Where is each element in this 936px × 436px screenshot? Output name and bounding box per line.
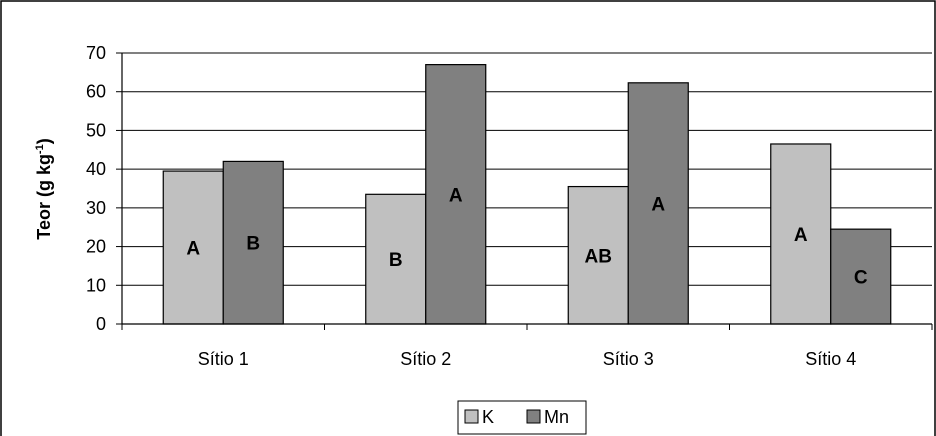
bar-label-k-4: A [794, 225, 808, 246]
bar-k-4 [770, 143, 832, 325]
legend-swatch-mn [526, 409, 541, 424]
y-axis-title-end: ) [34, 138, 54, 144]
bar-label-mn-3: A [651, 194, 665, 215]
y-tick-label: 10 [86, 275, 106, 295]
bar-label-mn-1: B [246, 234, 260, 255]
bar-k-1 [162, 170, 224, 325]
bar-mn-2 [425, 64, 487, 325]
y-tick-label: 50 [86, 120, 106, 140]
y-tick-label: 60 [86, 82, 106, 102]
bar-label-k-3: AB [585, 246, 612, 267]
y-tick-label: 30 [86, 198, 106, 218]
category-label: Sítio 1 [198, 349, 249, 369]
bar-label-k-1: A [186, 239, 200, 260]
bar-mn-1 [222, 160, 284, 325]
legend-label-k: K [482, 407, 494, 427]
bar-label-mn-2: A [449, 185, 463, 206]
bar-mn-4 [830, 228, 892, 325]
y-tick-label: 0 [96, 314, 106, 334]
bar-label-mn-4: C [854, 268, 868, 289]
axes [116, 52, 933, 330]
legend-swatch-k [464, 409, 479, 424]
y-tick-label: 70 [86, 43, 106, 63]
category-label: Sítio 4 [805, 349, 856, 369]
y-axis-title-superscript: -1 [34, 144, 46, 154]
bar-label-k-2: B [389, 250, 403, 271]
category-label: Sítio 2 [400, 349, 451, 369]
category-label: Sítio 3 [603, 349, 654, 369]
y-tick-label: 20 [86, 237, 106, 257]
legend-label-mn: Mn [544, 407, 569, 427]
bars [162, 64, 892, 325]
y-tick-label: 40 [86, 159, 106, 179]
y-axis-title: Teor (g kg-1) [34, 138, 54, 239]
legend-box [457, 400, 587, 435]
bar-mn-3 [627, 82, 689, 325]
legend: K Mn [457, 400, 587, 435]
y-axis-title-main: Teor (g kg [34, 154, 54, 240]
